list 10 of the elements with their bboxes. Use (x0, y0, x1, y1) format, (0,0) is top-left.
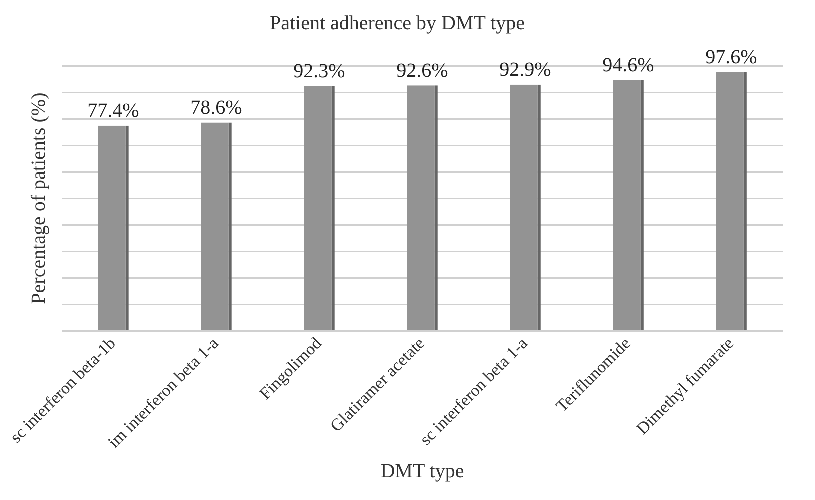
data-label: 92.3% (294, 60, 346, 83)
y-axis-title: Percentage of patients (%) (28, 92, 50, 304)
data-label: 94.6% (602, 54, 654, 77)
data-label: 92.6% (396, 60, 448, 82)
data-label: 97.6% (706, 46, 758, 69)
data-label: 78.6% (190, 96, 242, 119)
chart-title: Patient adherence by DMT type (270, 12, 526, 34)
data-label: 92.9% (500, 59, 552, 82)
data-label: 77.4% (88, 100, 140, 122)
x-axis-title: DMT type (380, 460, 464, 482)
